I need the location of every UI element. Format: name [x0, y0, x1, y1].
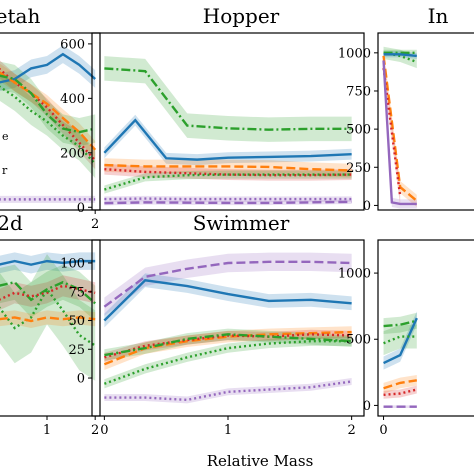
series-line-cheetah-3 [0, 74, 96, 134]
panel-ant: 0 500 1000 0 [338, 239, 474, 438]
panel-title-hopper: Hopper [203, 4, 280, 28]
series-line-pendulum-2 [383, 53, 417, 58]
panel-hopper: Hopper 0 200 400 600 [60, 4, 365, 216]
panel-title-cheetah: etah [0, 4, 40, 28]
series-line-swimmer-6 [104, 380, 352, 402]
band-hopper-0 [104, 56, 352, 142]
band-ant-4 [383, 385, 417, 399]
series-line-cheetah-0 [0, 52, 96, 84]
y-tick-label-pendulum-3: 750 [346, 84, 371, 99]
series-line-hopper-5 [104, 197, 352, 201]
band-swimmer-0 [104, 252, 352, 316]
band-ant-3 [383, 374, 417, 394]
series-line-walker-1 [0, 280, 96, 305]
panel-title-walker: 2d [0, 211, 23, 235]
x-tick-label-walker-0: 1 [43, 423, 51, 438]
axes-frame-hopper [91, 32, 365, 211]
y-tick-label-hopper-2: 400 [60, 92, 85, 107]
y-tick-label-ant-2: 1000 [338, 267, 371, 282]
y-tick-label-hopper-1: 200 [60, 146, 85, 161]
y-tick-label-hopper-3: 600 [60, 37, 85, 52]
series-line-pendulum-5 [382, 60, 417, 206]
band-swimmer-6 [104, 378, 352, 404]
band-ant-2 [383, 324, 417, 356]
series-line-hopper-1 [103, 118, 352, 161]
band-swimmer-5 [104, 336, 352, 389]
band-walker-0 [0, 252, 96, 274]
x-tick-label-ant-0: 0 [379, 423, 387, 438]
series-line-walker-4 [0, 316, 96, 323]
legend-fragment-2: r [2, 164, 8, 177]
series-line-cheetah-2 [0, 71, 97, 151]
y-tick-label-swimmer-4: 100 [60, 257, 85, 272]
panel-pendulum: In 0 250 500 750 1000 [338, 4, 474, 214]
y-tick-label-swimmer-0: 0 [77, 372, 85, 387]
series-line-hopper-6 [104, 200, 352, 205]
band-cheetah-0 [0, 45, 96, 92]
y-tick-label-pendulum-2: 500 [346, 123, 371, 138]
axes-frame-pendulum [377, 32, 474, 211]
panel-title-swimmer: Swimmer [193, 211, 290, 235]
series-line-walker-0 [0, 259, 96, 266]
series-line-hopper-0 [104, 67, 352, 131]
x-tick-label-walker-1: 2 [91, 423, 99, 438]
x-tick-label-swimmer-2: 2 [347, 423, 355, 438]
band-ant-0 [383, 312, 417, 334]
series-line-swimmer-4 [104, 333, 352, 357]
series-line-ant-2 [383, 335, 417, 345]
series-line-ant-1 [383, 317, 418, 365]
panel-title-pendulum: In [428, 4, 449, 28]
axes-frame-ant [377, 239, 474, 417]
x-tick-label-swimmer-1: 1 [224, 423, 232, 438]
band-cheetah-4 [0, 72, 96, 179]
series-line-hopper-3 [104, 167, 352, 177]
y-tick-label-hopper-0: 0 [77, 201, 85, 216]
panel-cheetah: etah 2 [0, 4, 101, 232]
x-axis-label: Relative Mass [207, 452, 314, 470]
y-tick-label-swimmer-2: 50 [68, 314, 85, 329]
x-tick-label-cheetah-0: 2 [91, 217, 99, 232]
panel-walker: 2d 1 2 [0, 211, 101, 438]
y-tick-label-swimmer-1: 25 [68, 343, 85, 358]
series-line-cheetah-4 [0, 85, 97, 165]
y-tick-label-pendulum-4: 1000 [338, 46, 371, 61]
band-hopper-1 [104, 114, 352, 166]
series-line-ant-0 [383, 319, 418, 328]
band-swimmer-1 [104, 273, 352, 328]
series-line-walker-3 [0, 287, 96, 347]
series-line-swimmer-0 [103, 260, 352, 308]
panel-swimmer: Swimmer 0 25 50 75 100 0 1 2 [60, 211, 365, 438]
series-line-walker-2 [0, 284, 96, 301]
y-tick-label-ant-1: 500 [346, 333, 371, 348]
y-tick-label-pendulum-1: 250 [346, 161, 371, 176]
axes-frame-cheetah [0, 32, 101, 211]
series-line-ant-4 [383, 388, 418, 397]
y-tick-label-swimmer-3: 75 [68, 285, 85, 300]
series-line-ant-3 [383, 379, 418, 390]
band-walker-3 [0, 254, 96, 381]
band-hopper-5 [104, 195, 352, 202]
x-tick-label-swimmer-0: 0 [100, 423, 108, 438]
series-line-hopper-4 [104, 173, 352, 191]
band-cheetah-5 [0, 195, 96, 203]
legend-fragment-1: e [2, 130, 9, 143]
y-tick-label-pendulum-0: 0 [363, 199, 371, 214]
band-hopper-3 [104, 163, 352, 181]
y-tick-label-ant-0: 0 [363, 399, 371, 414]
band-ant-1 [383, 311, 417, 370]
series-line-swimmer-1 [103, 278, 352, 322]
series-line-hopper-2 [104, 163, 352, 172]
